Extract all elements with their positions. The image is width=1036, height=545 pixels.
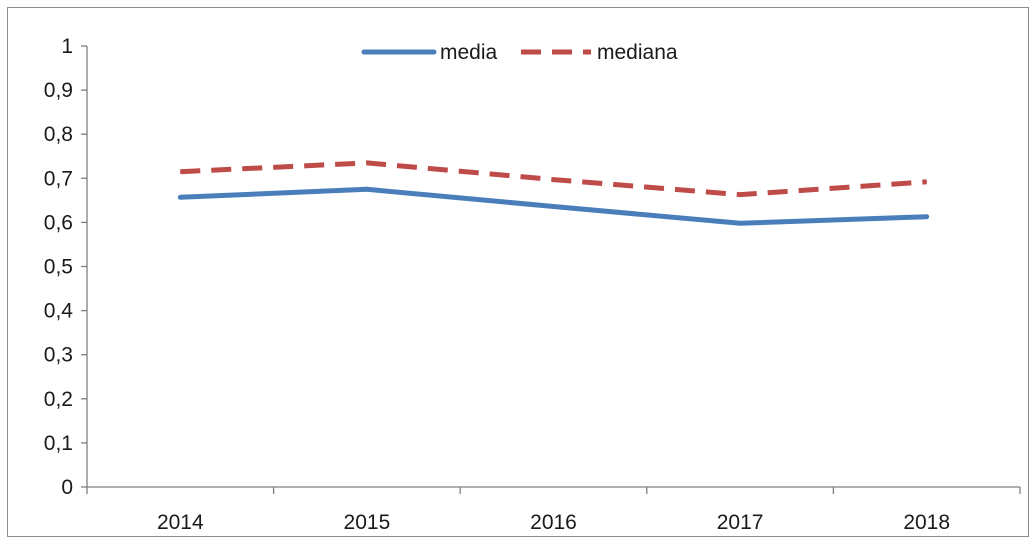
data-point-mediana [739, 194, 741, 196]
y-tick-label: 0,9 [44, 79, 73, 102]
x-tick-label: 2017 [717, 511, 764, 534]
x-tick-label: 2015 [344, 511, 391, 534]
data-point-mediana [553, 179, 554, 181]
series-lines [177, 160, 930, 226]
y-tick-label: 0,4 [44, 300, 74, 323]
y-tick-labels: 0 0,1 0,2 0,3 0,4 0,5 0,6 0,7 0,8 0,9 1 [44, 35, 74, 499]
y-tick-label: 0,1 [44, 432, 73, 455]
data-point-media [739, 222, 741, 224]
x-tick-label: 2014 [157, 511, 204, 534]
y-tick-label: 0,5 [44, 256, 73, 279]
legend: media mediana [361, 41, 678, 64]
y-tick-label: 1 [61, 35, 73, 58]
data-point-media [553, 206, 554, 208]
data-point-media [366, 188, 368, 190]
y-tick-label: 0,8 [44, 123, 73, 146]
axes [81, 45, 1021, 494]
y-tick-label: 0 [61, 476, 73, 499]
y-tick-label: 0,2 [44, 388, 73, 411]
x-tick-label: 2018 [903, 511, 950, 534]
legend-label-media: media [440, 41, 498, 64]
data-point-media [179, 196, 181, 198]
data-point-media [926, 216, 928, 218]
legend-label-mediana: mediana [597, 41, 678, 64]
series-line-mediana [180, 160, 927, 198]
x-tick-label: 2016 [530, 511, 577, 534]
data-point-mediana [179, 171, 181, 173]
y-tick-label: 0,6 [44, 211, 73, 234]
data-point-mediana [926, 181, 928, 183]
y-tick-label: 0,7 [44, 167, 73, 190]
x-tick-labels: 2014 2015 2016 2017 2018 [157, 511, 950, 534]
data-point-mediana [366, 162, 368, 164]
chart-frame [7, 7, 1029, 537]
y-tick-label: 0,3 [44, 344, 73, 367]
